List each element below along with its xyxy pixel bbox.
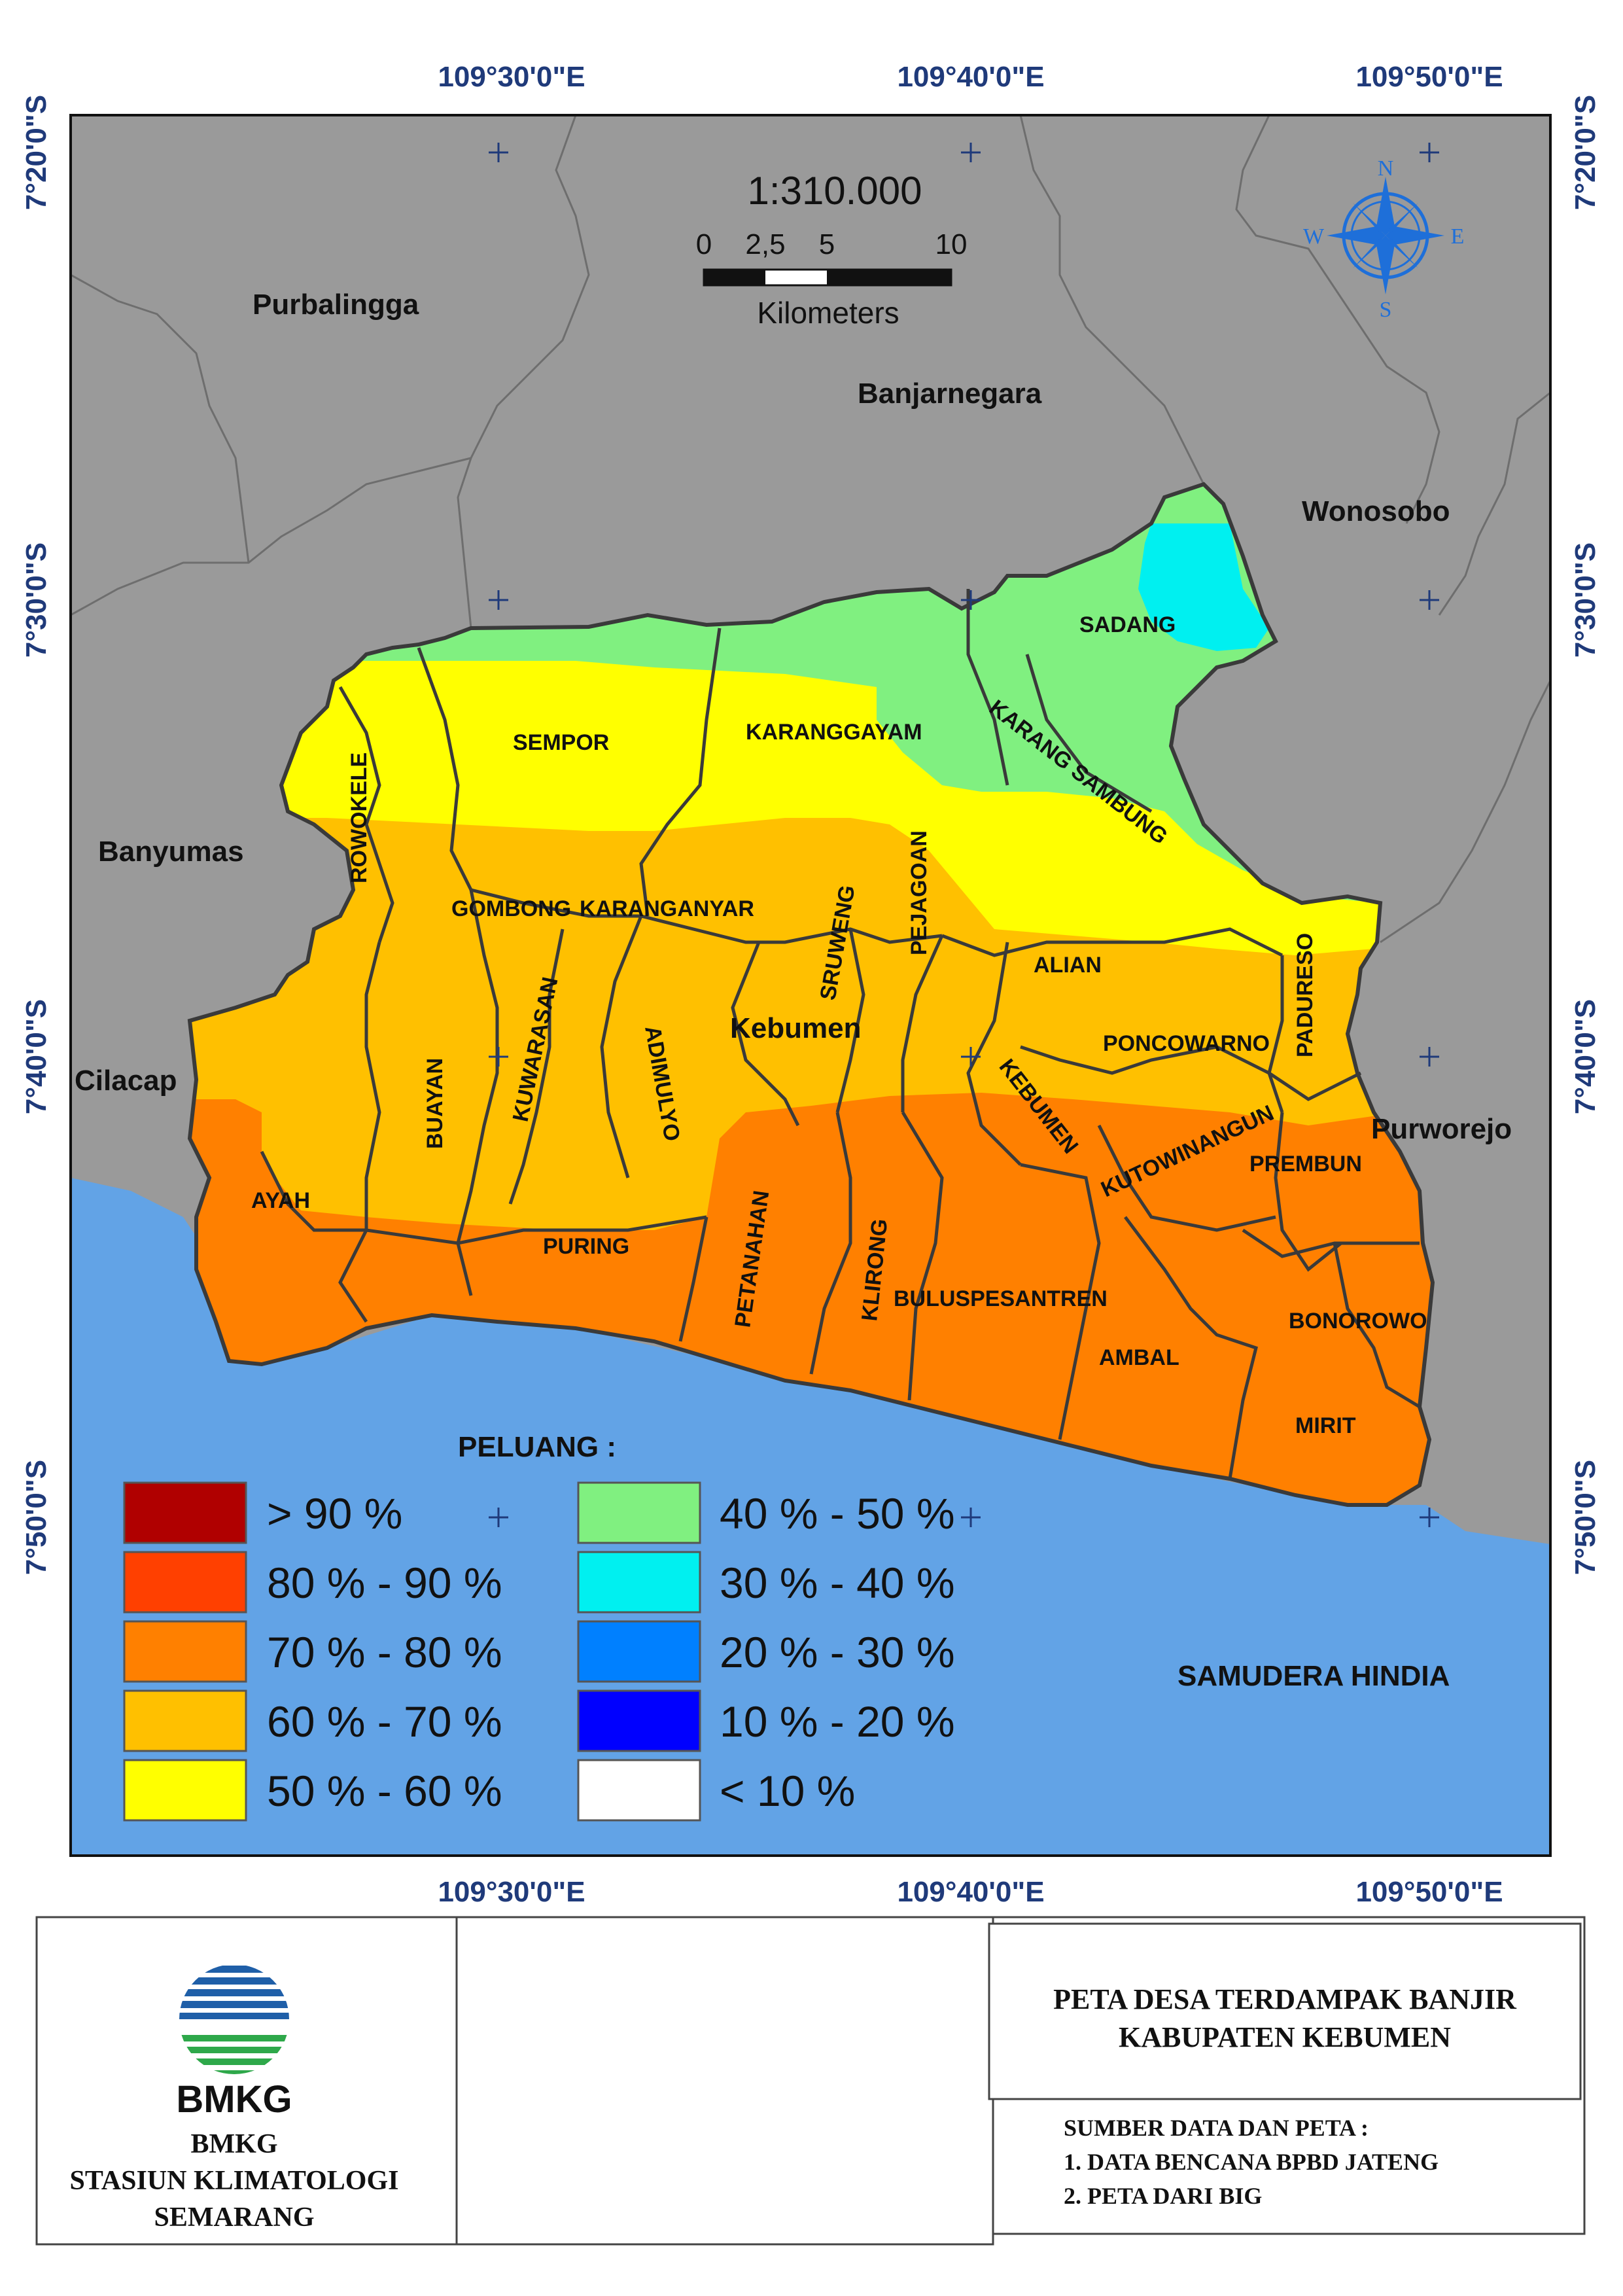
lat-label-left-2: 7°30'0"S [20, 542, 52, 658]
district-prembun: PREMBUN [1249, 1152, 1362, 1176]
graticule-crosses [489, 143, 1439, 1527]
region-purbalingga: Purbalingga [253, 289, 419, 321]
lat-label-left-4: 7°50'0"S [20, 1460, 52, 1575]
svg-text:70 % - 80 %: 70 % - 80 % [267, 1628, 502, 1676]
legend-item-lt10: < 10 % [577, 1759, 855, 1822]
district-ambal: AMBAL [1099, 1345, 1179, 1370]
district-buayan: BUAYAN [423, 1058, 447, 1149]
scale-unit: Kilometers [757, 296, 899, 330]
region-purworejo: Purworejo [1371, 1113, 1512, 1145]
legend-item-40-50: 40 % - 50 % [577, 1481, 955, 1544]
legend-item-30-40: 30 % - 40 % [577, 1551, 955, 1614]
legend-item-gt90: > 90 % [123, 1481, 402, 1544]
svg-text:30 % - 40 %: 30 % - 40 % [720, 1559, 955, 1607]
region-wonosobo: Wonosobo [1302, 495, 1450, 527]
scale-tick-5: 5 [819, 228, 835, 260]
lat-label-right-3: 7°40'0"S [1569, 999, 1601, 1114]
svg-text:80 % - 90 %: 80 % - 90 % [267, 1559, 502, 1607]
scale-tick-0: 0 [696, 228, 712, 260]
scale-tick-10: 10 [935, 228, 968, 260]
district-buluspesantren: BULUSPESANTREN [894, 1286, 1108, 1311]
svg-text:50 % - 60 %: 50 % - 60 % [267, 1767, 502, 1815]
legend-item-60-70: 60 % - 70 % [123, 1689, 502, 1752]
ocean-area [71, 1178, 1550, 1856]
legend-item-70-80: 70 % - 80 % [123, 1620, 502, 1683]
lat-label-left-3: 7°40'0"S [20, 999, 52, 1114]
lon-label-top-1: 109°30'0"E [438, 61, 585, 93]
region-kebumen: Kebumen [730, 1012, 861, 1044]
lat-label-right-1: 7°20'0"S [1569, 95, 1601, 210]
map-title-line-2: KABUPATEN KEBUMEN [1119, 2021, 1451, 2053]
region-banyumas: Banyumas [98, 836, 244, 868]
district-sempor: SEMPOR [513, 730, 609, 755]
compass-n: N [1378, 156, 1394, 181]
compass-rose-icon: N S E W [1303, 156, 1464, 322]
bmkg-logo-text: BMKG [176, 2078, 292, 2121]
kebumen-outline [187, 482, 1435, 1507]
district-gombong: GOMBONG [451, 896, 571, 921]
bmkg-logo-icon [179, 1964, 289, 2074]
district-karanganyar: KARANGANYAR [580, 896, 754, 921]
district-mirit: MIRIT [1295, 1413, 1356, 1438]
district-karanggayam: KARANGGAYAM [746, 720, 922, 745]
footer: BMKG BMKG STASIUN KLIMATOLOGI SEMARANG P… [35, 1916, 1586, 2246]
org-line-1: BMKG [191, 2129, 278, 2159]
lat-label-left-1: 7°20'0"S [20, 95, 52, 210]
legend: PELUANG : > 90 % 80 % - 90 % 70 % - 80 %… [123, 1431, 955, 1822]
compass-e: E [1451, 224, 1465, 249]
svg-text:40 % - 50 %: 40 % - 50 % [720, 1489, 955, 1538]
svg-text:60 % - 70 %: 60 % - 70 % [267, 1697, 502, 1746]
legend-item-50-60: 50 % - 60 % [123, 1759, 502, 1822]
svg-text:> 90 %: > 90 % [267, 1489, 402, 1538]
scale-ratio: 1:310.000 [748, 169, 922, 213]
lon-label-top-2: 109°40'0"E [897, 61, 1044, 93]
lon-label-bottom-1: 109°30'0"E [438, 1876, 585, 1908]
source-title: SUMBER DATA DAN PETA : [1064, 2115, 1369, 2141]
district-rowokele: ROWOKELE [347, 752, 372, 883]
district-padureso: PADURESO [1293, 933, 1318, 1057]
lat-label-right-2: 7°30'0"S [1569, 542, 1601, 658]
legend-item-20-30: 20 % - 30 % [577, 1620, 955, 1683]
svg-text:< 10 %: < 10 % [720, 1767, 855, 1815]
org-line-2: STASIUN KLIMATOLOGI [70, 2166, 399, 2196]
district-bonorowo: BONOROWO [1289, 1309, 1427, 1333]
region-ocean: SAMUDERA HINDIA [1178, 1660, 1450, 1692]
lon-label-bottom-3: 109°50'0"E [1355, 1876, 1503, 1908]
svg-text:20 % - 30 %: 20 % - 30 % [720, 1628, 955, 1676]
source-line-2: 2. PETA DARI BIG [1064, 2183, 1262, 2209]
district-boundaries [260, 589, 1421, 1479]
svg-text:10 % - 20 %: 10 % - 20 % [720, 1697, 955, 1746]
compass-w: W [1303, 224, 1325, 249]
map-title-line-1: PETA DESA TERDAMPAK BANJIR [1053, 1983, 1517, 2015]
district-pejagoan: PEJAGOAN [907, 830, 932, 955]
org-line-3: SEMARANG [154, 2202, 314, 2233]
lat-label-right-4: 7°50'0"S [1569, 1460, 1601, 1575]
region-cilacap: Cilacap [75, 1065, 177, 1097]
lon-label-top-3: 109°50'0"E [1355, 61, 1503, 93]
lon-label-bottom-2: 109°40'0"E [897, 1876, 1044, 1908]
district-alian: ALIAN [1034, 953, 1102, 978]
compass-s: S [1380, 298, 1392, 322]
region-banjarnegara: Banjarnegara [858, 378, 1042, 410]
district-puring: PURING [543, 1234, 629, 1259]
district-poncowarno: PONCOWARNO [1103, 1031, 1270, 1056]
scale-bar: 1:310.000 0 2,5 5 10 Kilometers [696, 169, 968, 330]
district-ayah: AYAH [251, 1188, 310, 1213]
scale-tick-2-5: 2,5 [745, 228, 785, 260]
legend-item-80-90: 80 % - 90 % [123, 1551, 502, 1614]
neighbor-boundaries [71, 115, 1550, 944]
source-line-1: 1. DATA BENCANA BPBD JATENG [1064, 2149, 1439, 2175]
legend-title: PELUANG : [458, 1431, 616, 1463]
district-sadang: SADANG [1079, 612, 1176, 637]
legend-item-10-20: 10 % - 20 % [577, 1689, 955, 1752]
